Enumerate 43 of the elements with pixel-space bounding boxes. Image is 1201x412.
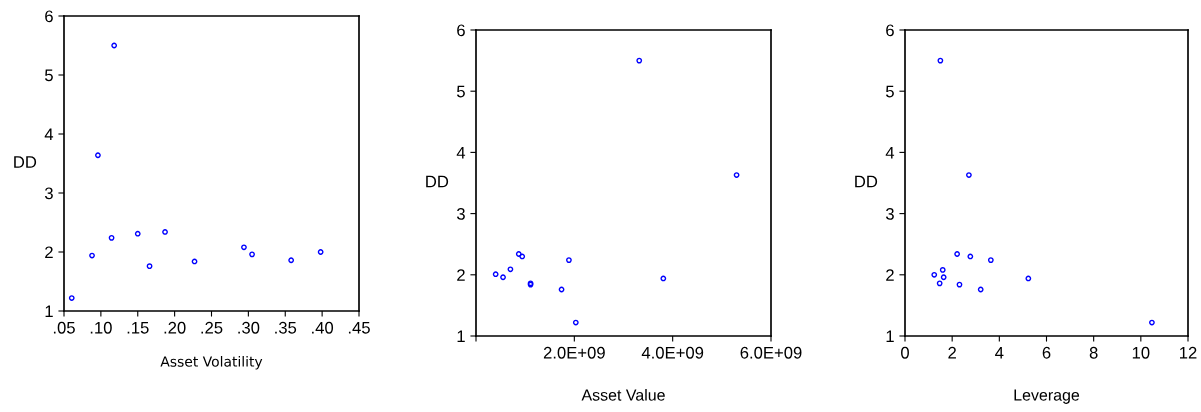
y-tick-label: 3 — [456, 208, 465, 220]
x-tick-label: 4 — [995, 347, 1004, 359]
x-tick-label: 12 — [1180, 346, 1197, 359]
x-tick-label: .10 — [90, 321, 112, 334]
y-tick-label: 1 — [457, 330, 465, 343]
x-tick-label: 4.0E+09 — [641, 346, 704, 359]
y-tick-label: 2 — [886, 269, 894, 281]
y-tick-label: 6 — [457, 24, 465, 37]
x-tick-label: .35 — [275, 321, 297, 334]
y-axis-title: DD — [855, 175, 878, 188]
x-tick-label: 2.0E+09 — [543, 346, 605, 359]
y-axis-title: DD — [14, 156, 37, 168]
y-tick-label: 4 — [456, 146, 466, 159]
x-tick-label: 6.0E+09 — [740, 346, 802, 359]
x-tick-label: .45 — [348, 322, 370, 334]
x-axis-title: Asset Volatility — [160, 356, 263, 370]
x-tick-label: .15 — [127, 322, 149, 334]
x-tick-label: 10 — [1132, 346, 1150, 359]
x-tick-label: .20 — [164, 321, 186, 334]
y-tick-label: 2 — [457, 269, 465, 281]
y-tick-label: 1 — [886, 330, 894, 343]
y-tick-label: 2 — [45, 246, 53, 259]
y-tick-label: 3 — [44, 187, 53, 200]
x-tick-label: .25 — [201, 321, 223, 334]
y-tick-label: 4 — [44, 128, 54, 141]
x-tick-label: 8 — [1089, 346, 1098, 359]
x-tick-label: .40 — [312, 321, 334, 334]
y-tick-label: 4 — [885, 146, 895, 159]
y-tick-label: 5 — [44, 69, 53, 82]
x-tick-label: 0 — [901, 346, 909, 359]
y-axis-title: DD — [426, 175, 449, 188]
x-axis-title: Leverage — [1014, 389, 1080, 404]
x-axis-title: Asset Value — [581, 389, 665, 401]
y-tick-label: 5 — [885, 85, 894, 98]
x-tick-label: 6 — [1042, 346, 1051, 359]
y-tick-label: 1 — [45, 305, 53, 318]
x-tick-label: .30 — [238, 321, 260, 334]
x-tick-label: .05 — [53, 321, 75, 334]
x-tick-label: 2 — [948, 346, 956, 359]
y-tick-label: 6 — [886, 24, 894, 37]
y-tick-label: 3 — [885, 208, 894, 220]
y-tick-label: 6 — [45, 10, 53, 23]
y-tick-label: 5 — [456, 85, 465, 98]
